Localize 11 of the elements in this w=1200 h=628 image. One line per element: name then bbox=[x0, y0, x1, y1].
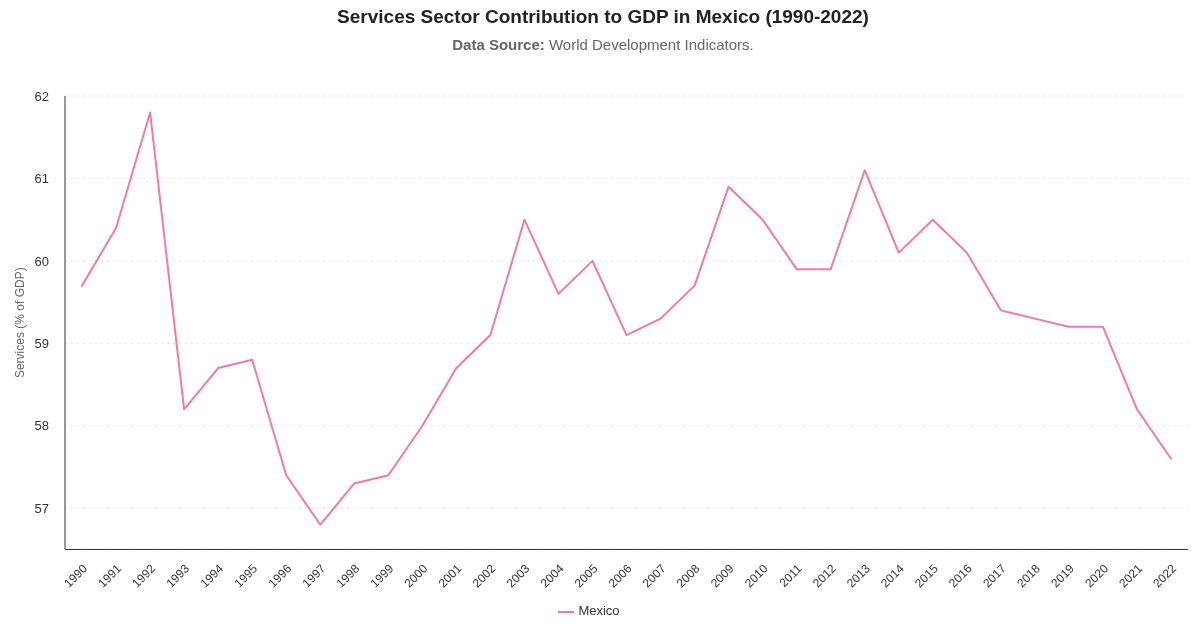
y-tick-label: 57 bbox=[34, 500, 49, 516]
line-series bbox=[81, 111, 1172, 526]
y-tick-label: 60 bbox=[34, 253, 49, 269]
chart-title: Services Sector Contribution to GDP in Mexico (1990-2022) bbox=[336, 6, 870, 28]
legend-label: Mexico bbox=[578, 603, 620, 619]
chart-subtitle: Data Source: World Development Indicators. bbox=[451, 36, 755, 53]
y-tick-label: 59 bbox=[34, 335, 49, 351]
y-tick-label: 62 bbox=[34, 88, 49, 104]
y-tick-label: 61 bbox=[34, 171, 49, 187]
y-tick-label: 58 bbox=[34, 418, 49, 434]
y-axis-title: Services (% of GDP) bbox=[13, 267, 28, 379]
